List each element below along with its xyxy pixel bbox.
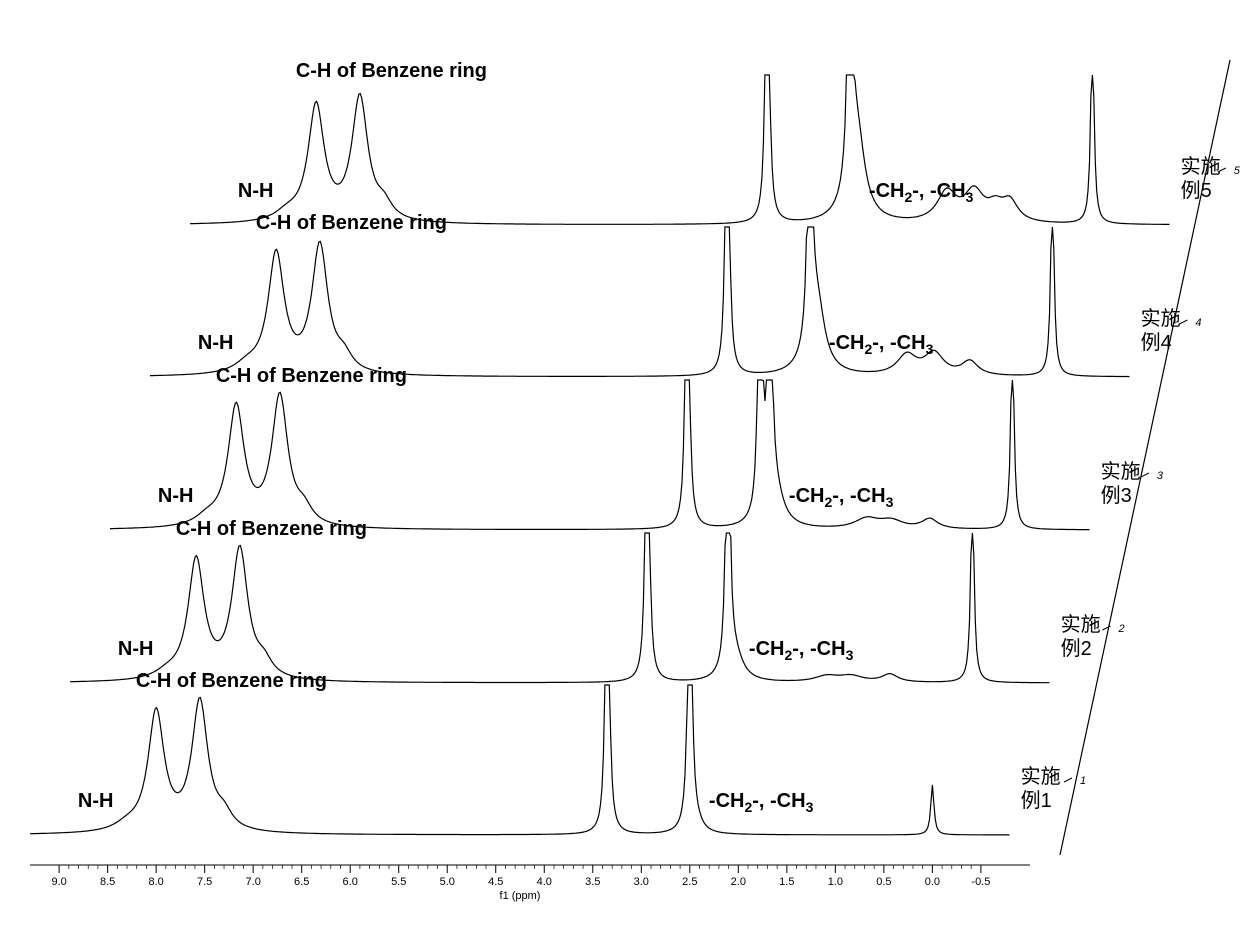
xaxis-tick: -0.5	[971, 876, 990, 888]
nh-label: N-H	[118, 638, 154, 661]
example-label: 实施例1	[1021, 765, 1061, 813]
xaxis-tick: 7.5	[197, 876, 212, 888]
xaxis-tick: 4.5	[488, 876, 503, 888]
spectrum-1	[30, 685, 1010, 835]
nh-label: N-H	[198, 332, 234, 355]
nh-label: N-H	[78, 790, 114, 813]
xaxis-tick: 4.0	[537, 876, 552, 888]
depth-tick: 4	[1195, 317, 1201, 329]
xaxis-tick: 6.5	[294, 876, 309, 888]
ch-label: -CH2-, -CH3	[789, 485, 893, 510]
benzene-label: C-H of Benzene ring	[176, 518, 367, 541]
ch-label: -CH2-, -CH3	[709, 790, 813, 815]
example-label: 实施例2	[1061, 613, 1101, 661]
xaxis-tick: 3.5	[585, 876, 600, 888]
xaxis-label: f1 (ppm)	[500, 890, 541, 902]
depth-tick: 5	[1234, 165, 1240, 177]
ch-label: -CH2-, -CH3	[869, 180, 973, 205]
depth-tick: 3	[1157, 470, 1164, 482]
xaxis-tick: 8.5	[100, 876, 115, 888]
ch-label: -CH2-, -CH3	[829, 332, 933, 357]
spectrum-5	[190, 75, 1170, 224]
xaxis-tick: 8.0	[148, 876, 163, 888]
benzene-label: C-H of Benzene ring	[256, 212, 447, 235]
xaxis-tick: 2.5	[682, 876, 697, 888]
spectrum-2	[70, 533, 1050, 683]
spectrum-3	[110, 380, 1090, 530]
example-label: 实施例4	[1141, 307, 1181, 355]
xaxis-tick: 5.0	[440, 876, 455, 888]
xaxis-tick: 1.5	[779, 876, 794, 888]
xaxis-tick: 3.0	[634, 876, 649, 888]
xaxis-tick: 0.5	[876, 876, 891, 888]
xaxis-tick: 5.5	[391, 876, 406, 888]
xaxis-tick: 2.0	[731, 876, 746, 888]
xaxis-tick: 6.0	[343, 876, 358, 888]
xaxis-tick: 1.0	[828, 876, 843, 888]
depth-tick: 2	[1117, 623, 1124, 635]
xaxis-tick: 7.0	[246, 876, 261, 888]
ch-label: -CH2-, -CH3	[749, 638, 853, 663]
spectrum-4	[150, 227, 1130, 377]
example-label: 实施例3	[1101, 460, 1141, 508]
xaxis-tick: 9.0	[51, 876, 66, 888]
nh-label: N-H	[158, 485, 194, 508]
nh-label: N-H	[238, 180, 274, 203]
depth-tick: 1	[1080, 775, 1086, 787]
benzene-label: C-H of Benzene ring	[136, 670, 327, 693]
benzene-label: C-H of Benzene ring	[216, 365, 407, 388]
example-label: 实施例5	[1181, 155, 1221, 203]
benzene-label: C-H of Benzene ring	[296, 60, 487, 83]
xaxis-tick: 0.0	[925, 876, 940, 888]
